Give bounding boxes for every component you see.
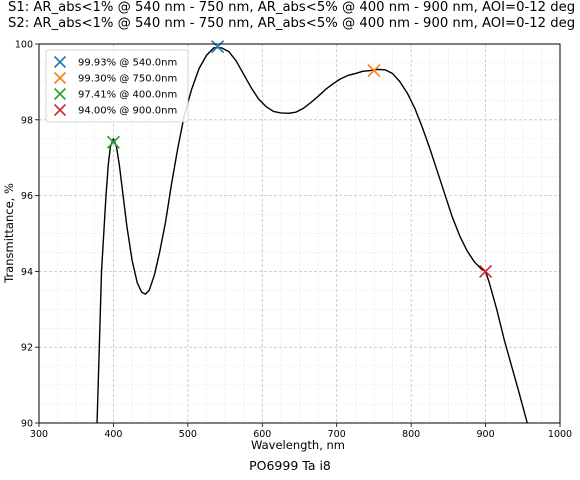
legend-label: 99.30% @ 750.0nm xyxy=(78,74,177,85)
legend-marker xyxy=(53,71,67,85)
y-axis-label: Transmittance, % xyxy=(2,183,16,284)
x-tick-label: 600 xyxy=(253,429,271,440)
x-tick-label: 300 xyxy=(30,429,48,440)
y-tick-label: 98 xyxy=(21,115,33,126)
legend-label: 99.93% @ 540.0nm xyxy=(78,58,177,69)
legend-box xyxy=(45,49,189,123)
y-tick-label: 100 xyxy=(15,40,33,51)
x-tick-label: 1000 xyxy=(548,429,572,440)
legend-label: 97.41% @ 400.0nm xyxy=(78,90,177,101)
chart-title-line-1: S1: AR_abs<1% @ 540 nm - 750 nm, AR_abs<… xyxy=(8,0,576,15)
footer-caption: PO6999 Ta i8 xyxy=(249,458,331,473)
data-marker xyxy=(479,264,493,278)
y-tick-label: 94 xyxy=(21,267,33,278)
x-tick-label: 900 xyxy=(477,429,495,440)
legend: 99.93% @ 540.0nm 99.30% @ 750.0nm 97.41% @… xyxy=(45,49,189,123)
x-tick-label: 700 xyxy=(328,429,346,440)
legend-label: 94.00% @ 900.0nm xyxy=(78,106,177,117)
plot-area xyxy=(96,47,528,424)
x-tick-label: 500 xyxy=(179,429,197,440)
x-tick-label: 400 xyxy=(104,429,122,440)
y-tick-label: 90 xyxy=(21,419,33,430)
data-marker xyxy=(106,135,120,149)
x-tick-label: 800 xyxy=(402,429,420,440)
transmittance-curve xyxy=(96,47,528,424)
chart-title-line-2: S2: AR_abs<1% @ 540 nm - 750 nm, AR_abs<… xyxy=(8,16,576,31)
x-axis-label: Wavelength, nm xyxy=(251,438,345,452)
plot-frame xyxy=(38,43,561,424)
legend-marker xyxy=(53,87,67,101)
axis-ticks: 300 400 500 600 700 800 900 1000 90 92 94 96 98 100 xyxy=(15,40,572,441)
legend-marker xyxy=(53,55,67,69)
y-tick-label: 96 xyxy=(21,191,33,202)
legend-marker xyxy=(53,103,67,117)
marker-layer xyxy=(106,40,493,278)
data-marker xyxy=(211,40,225,54)
y-tick-label: 92 xyxy=(21,343,33,354)
data-marker xyxy=(367,63,381,78)
